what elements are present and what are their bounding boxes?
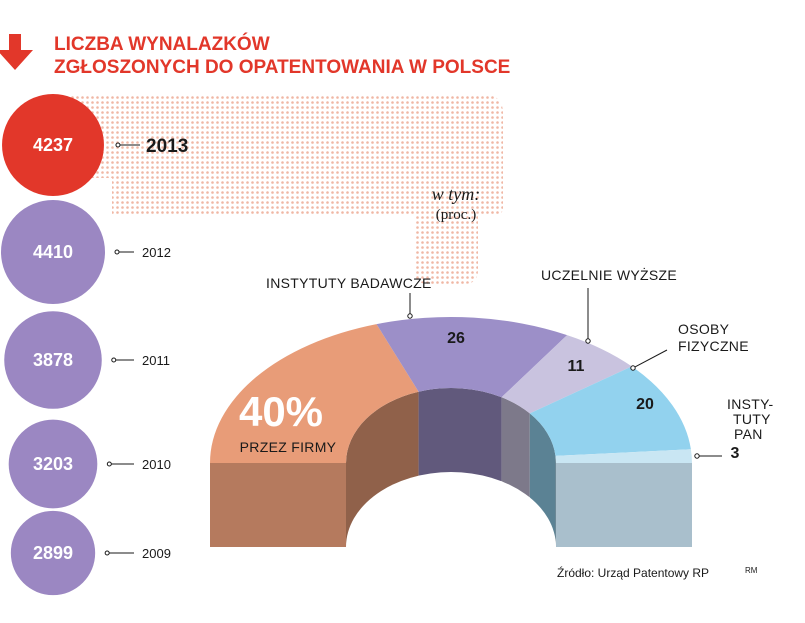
year-label-2011: 2011	[142, 353, 170, 368]
segment-value-3: 20	[636, 396, 654, 413]
inner-wall-2	[501, 397, 530, 498]
arrow-down-icon	[0, 34, 33, 70]
category-label-2: UCZELNIE WYŻSZE	[541, 266, 677, 283]
segment-2	[501, 335, 632, 414]
category-label-4: INSTY-TUTY PAN	[727, 396, 773, 442]
bubble-value-2013: 4237	[33, 135, 73, 155]
dotted-connector	[40, 95, 503, 284]
yearly-bubbles: 4237 2013 4410 2012 3878 2011 3203 2010 2899 2009	[1, 94, 188, 596]
firms-percentage: 40%	[239, 388, 323, 435]
inner-wall-1	[418, 388, 502, 482]
leader-dot-2009	[104, 550, 110, 556]
segment-value-2: 11	[568, 358, 585, 375]
firms-label: PRZEZ FIRMY	[240, 439, 337, 455]
leader-dot-2010	[106, 461, 112, 467]
segment-4	[555, 449, 692, 463]
bubble-value-2010: 3203	[33, 454, 73, 474]
year-label-2009: 2009	[142, 546, 171, 561]
in-which-label: w tym:	[432, 184, 481, 204]
bubble-2012	[1, 200, 105, 304]
leader-dot-2013	[115, 142, 121, 148]
source-note: Źródło: Urząd Patentowy RP	[557, 565, 709, 580]
leader-dot-2011	[111, 357, 117, 363]
bubble-2010	[8, 419, 98, 509]
year-label-2013: 2013	[146, 136, 188, 157]
year-label-2010: 2010	[142, 457, 171, 472]
leader-dot-category-3	[630, 365, 636, 371]
bubble-2013	[2, 94, 104, 196]
leader-dot-category-2	[585, 338, 591, 344]
bubble-value-2009: 2899	[33, 543, 73, 563]
segment-3	[529, 366, 691, 456]
chart-title-line-2: ZGŁOSZONYCH DO OPATENTOWANIA W POLSCE	[54, 57, 510, 78]
donut-hole	[346, 472, 556, 623]
category-label-1: INSTYTUTY BADAWCZE	[266, 275, 432, 291]
bubble-2011	[4, 311, 102, 409]
bubble-value-2012: 4410	[33, 242, 73, 262]
front-face-left	[210, 463, 346, 547]
category-label-3: OSOBY FIZYCZNE	[678, 321, 749, 354]
segment-1	[376, 316, 568, 398]
inner-wall-4	[555, 455, 556, 547]
bubble-value-2011: 3878	[33, 350, 73, 370]
bubble-2009	[10, 510, 96, 596]
front-face-right	[556, 463, 692, 547]
half-donut-chart: 26 11 20 3 40% PRZEZ FIRMY INSTYTUTY BADAWCZE U…	[209, 266, 773, 623]
segment-value-4: 3	[731, 445, 740, 462]
leader-line-category-3	[632, 349, 668, 369]
segment-0	[209, 324, 419, 463]
segment-value-1: 26	[447, 330, 465, 347]
leader-dot-category-4	[694, 453, 700, 459]
year-label-2012: 2012	[142, 245, 171, 260]
leader-dot-2012	[114, 249, 120, 255]
inner-wall-3	[529, 413, 556, 540]
leader-dot-category-1	[407, 313, 413, 319]
author-signature: RM	[745, 566, 758, 575]
header: LICZBA WYNALAZKÓW ZGŁOSZONYCH DO OPATENT…	[0, 33, 510, 78]
unit-label: (proc.)	[436, 207, 476, 223]
chart-title-line-1: LICZBA WYNALAZKÓW	[54, 33, 270, 55]
